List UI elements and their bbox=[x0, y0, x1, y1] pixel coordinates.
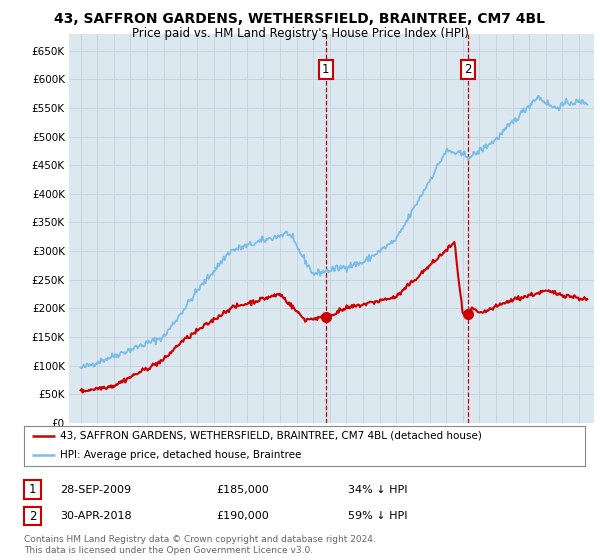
Text: 43, SAFFRON GARDENS, WETHERSFIELD, BRAINTREE, CM7 4BL (detached house): 43, SAFFRON GARDENS, WETHERSFIELD, BRAIN… bbox=[61, 431, 482, 441]
Text: 2: 2 bbox=[464, 63, 472, 76]
Text: £190,000: £190,000 bbox=[216, 511, 269, 521]
Text: HPI: Average price, detached house, Braintree: HPI: Average price, detached house, Brai… bbox=[61, 450, 302, 460]
Text: 30-APR-2018: 30-APR-2018 bbox=[60, 511, 131, 521]
Text: Contains HM Land Registry data © Crown copyright and database right 2024.
This d: Contains HM Land Registry data © Crown c… bbox=[24, 535, 376, 555]
Text: Price paid vs. HM Land Registry's House Price Index (HPI): Price paid vs. HM Land Registry's House … bbox=[131, 27, 469, 40]
Text: 1: 1 bbox=[29, 483, 36, 496]
Text: 59% ↓ HPI: 59% ↓ HPI bbox=[348, 511, 407, 521]
Text: 2: 2 bbox=[29, 510, 36, 522]
Text: 43, SAFFRON GARDENS, WETHERSFIELD, BRAINTREE, CM7 4BL: 43, SAFFRON GARDENS, WETHERSFIELD, BRAIN… bbox=[55, 12, 545, 26]
Text: 1: 1 bbox=[322, 63, 329, 76]
Text: 28-SEP-2009: 28-SEP-2009 bbox=[60, 485, 131, 495]
Text: £185,000: £185,000 bbox=[216, 485, 269, 495]
Text: 34% ↓ HPI: 34% ↓ HPI bbox=[348, 485, 407, 495]
